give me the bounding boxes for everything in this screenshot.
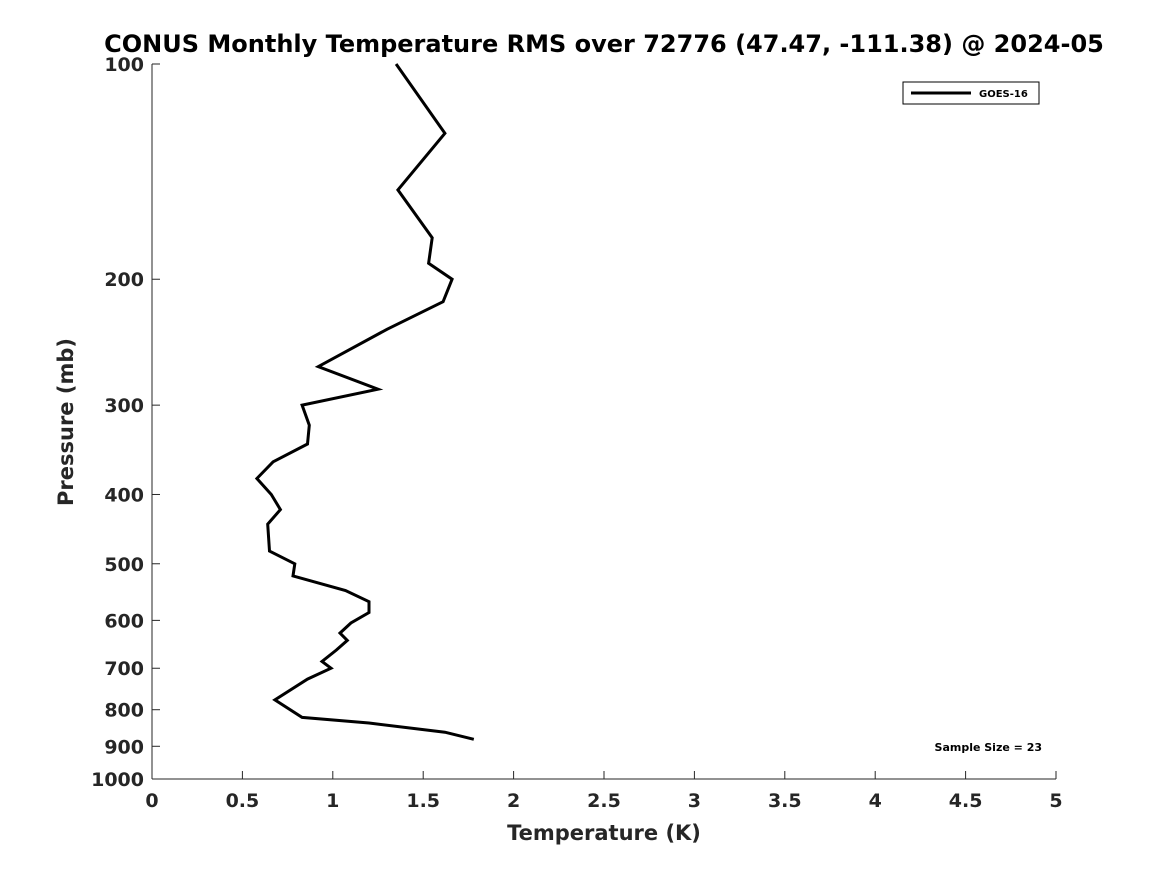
x-tick-label: 2.5 (587, 790, 621, 812)
x-ticks: 0 0.5 1 1.5 2 2.5 3 3.5 4 4.5 5 (145, 771, 1063, 812)
plot-area: 0 0.5 1 1.5 2 2.5 3 3.5 4 4.5 5 100 200 300 400 500 600… (91, 54, 1063, 812)
y-tick-label: 900 (104, 736, 144, 758)
x-tick-label: 4.5 (949, 790, 983, 812)
x-tick-label: 4 (869, 790, 882, 812)
y-tick-label: 700 (104, 658, 144, 680)
y-axis-label: Pressure (mb) (54, 338, 78, 506)
x-tick-label: 1.5 (406, 790, 440, 812)
x-tick-label: 5 (1049, 790, 1062, 812)
y-ticks: 100 200 300 400 500 600 700 800 900 1000 (91, 54, 160, 791)
x-tick-label: 1 (326, 790, 339, 812)
x-tick-label: 0 (145, 790, 158, 812)
series-line-goes-16 (254, 63, 475, 741)
y-tick-label: 200 (104, 269, 144, 291)
y-tick-label: 500 (104, 554, 144, 576)
chart-title: CONUS Monthly Temperature RMS over 72776… (104, 30, 1104, 58)
sample-size-annotation: Sample Size = 23 (935, 741, 1042, 754)
x-tick-label: 3 (688, 790, 701, 812)
y-tick-label: 1000 (91, 769, 144, 791)
y-tick-label: 600 (104, 610, 144, 632)
y-tick-label: 400 (104, 484, 144, 506)
legend: GOES-16 (902, 81, 1040, 105)
series-layer (254, 63, 475, 741)
y-tick-label: 100 (104, 54, 144, 76)
legend-label-goes-16: GOES-16 (979, 89, 1028, 100)
x-tick-label: 0.5 (226, 790, 260, 812)
x-tick-label: 3.5 (768, 790, 802, 812)
x-axis-label: Temperature (K) (507, 821, 701, 845)
x-tick-label: 2 (507, 790, 520, 812)
y-tick-label: 800 (104, 700, 144, 722)
y-tick-label: 300 (104, 395, 144, 417)
